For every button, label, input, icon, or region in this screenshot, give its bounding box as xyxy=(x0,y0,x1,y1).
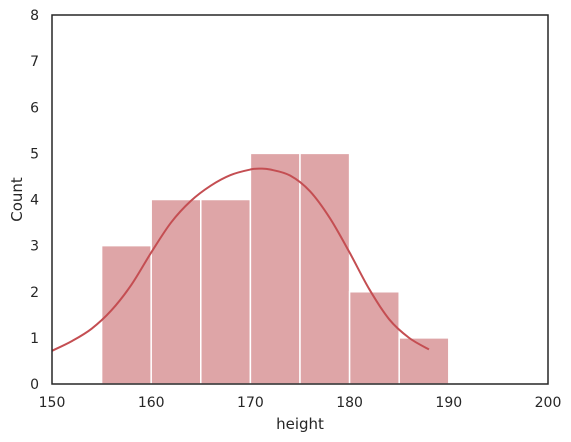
kde-curve xyxy=(51,167,430,352)
histogram-bar xyxy=(150,198,202,385)
y-axis-label: Count xyxy=(8,177,26,222)
y-tick-label: 3 xyxy=(30,239,39,255)
y-tick-label: 2 xyxy=(30,285,39,301)
y-tick-label: 5 xyxy=(30,146,39,162)
histogram-bar xyxy=(348,291,400,385)
histogram-bar xyxy=(249,152,301,385)
y-tick-label: 1 xyxy=(30,331,39,347)
x-tick-label: 170 xyxy=(237,395,264,411)
x-tick-label: 160 xyxy=(138,395,165,411)
histogram-bars xyxy=(100,152,450,385)
histogram-bar xyxy=(299,152,351,385)
plot-frame xyxy=(51,14,549,385)
y-tick-label: 4 xyxy=(30,193,39,209)
y-tick-label: 6 xyxy=(30,100,39,116)
y-axis-ticks: 0 1 2 3 4 5 6 7 8 xyxy=(30,8,39,393)
x-tick-label: 190 xyxy=(435,395,462,411)
histogram-bar xyxy=(100,244,152,385)
histogram-bar xyxy=(398,337,450,385)
y-tick-label: 0 xyxy=(30,377,39,393)
y-tick-label: 8 xyxy=(30,8,39,24)
x-axis-ticks: 150 160 170 180 190 200 xyxy=(39,395,562,411)
x-tick-label: 200 xyxy=(535,395,562,411)
x-tick-label: 150 xyxy=(39,395,66,411)
histogram-bar xyxy=(200,198,252,385)
x-tick-label: 180 xyxy=(336,395,363,411)
x-axis-label: height xyxy=(276,415,324,433)
y-tick-label: 7 xyxy=(30,54,39,70)
